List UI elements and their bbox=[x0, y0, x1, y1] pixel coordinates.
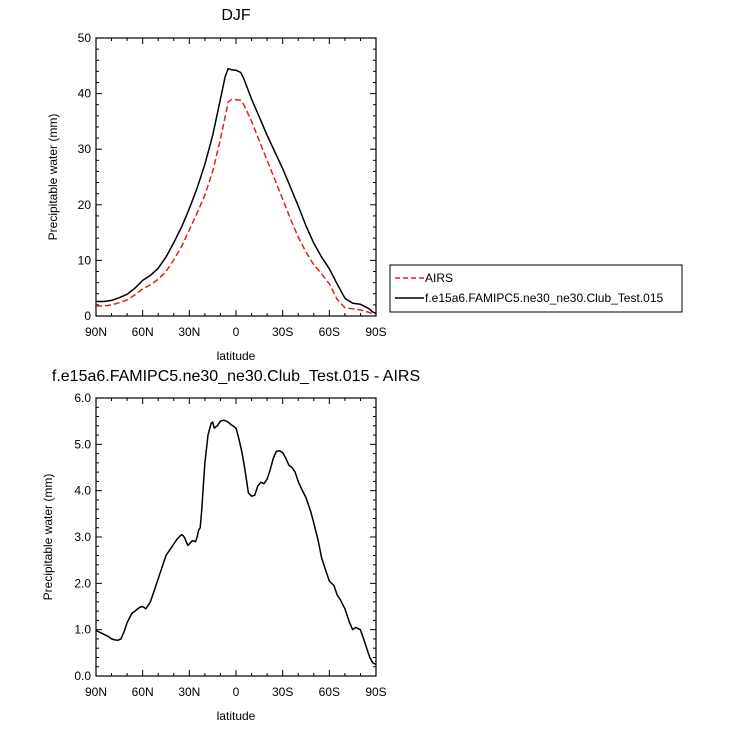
top-x-tick-label: 60N bbox=[132, 325, 154, 339]
top-series-group bbox=[96, 67, 377, 316]
bottom-x-tick-label: 90N bbox=[85, 685, 107, 699]
bottom-y-tick-label: 6.0 bbox=[74, 391, 91, 405]
top-x-tick-label: 90S bbox=[365, 325, 386, 339]
bottom-y-tick-label: 3.0 bbox=[74, 530, 91, 544]
top-x-tick-label: 30N bbox=[178, 325, 200, 339]
top-x-axis-label: latitude bbox=[217, 349, 256, 363]
bottom-x-tick-label: 30N bbox=[178, 685, 200, 699]
top-x-tick-label: 30S bbox=[272, 325, 293, 339]
top-series-line-airs bbox=[96, 98, 377, 316]
legend-airs-label: AIRS bbox=[425, 271, 453, 285]
bottom-x-axis-label: latitude bbox=[217, 709, 256, 723]
bottom-y-tick-label: 0.0 bbox=[74, 669, 91, 683]
top-x-tick-label: 60S bbox=[319, 325, 340, 339]
legend-box bbox=[389, 264, 683, 313]
legend-model-label: f.e15a6.FAMIPC5.ne30_ne30.Club_Test.015 bbox=[425, 291, 663, 305]
bottom-chart-title: f.e15a6.FAMIPC5.ne30_ne30.Club_Test.015 … bbox=[52, 368, 420, 385]
top-y-tick-label: 20 bbox=[78, 198, 92, 212]
top-plot-frame bbox=[95, 37, 377, 317]
bottom-y-tick-label: 1.0 bbox=[74, 623, 91, 637]
bottom-y-tick-label: 2.0 bbox=[74, 576, 91, 590]
bottom-axis-ticks: 90N 60N 30N 0 30S 60S 90S 0.0 1.0 2.0 3.0 4.0 5.0 6.0 bbox=[74, 391, 386, 699]
top-y-axis-label: Precipitable water (mm) bbox=[46, 114, 60, 241]
bottom-y-tick-label: 4.0 bbox=[74, 484, 91, 498]
bottom-series-group bbox=[95, 419, 377, 666]
top-y-tick-label: 50 bbox=[78, 31, 92, 45]
bottom-x-tick-label: 90S bbox=[365, 685, 386, 699]
bottom-x-tick-label: 30S bbox=[272, 685, 293, 699]
top-x-tick-label: 90N bbox=[85, 325, 107, 339]
top-y-tick-label: 40 bbox=[78, 87, 92, 101]
top-panel: DJF 90N 60N 30N 0 30S 60S 90S 0 10 20 30 40 50 latit… bbox=[46, 7, 387, 363]
top-y-tick-label: 10 bbox=[78, 253, 92, 267]
top-chart-title: DJF bbox=[221, 7, 251, 24]
bottom-y-axis-label: Precipitable water (mm) bbox=[41, 474, 55, 601]
bottom-y-tick-label: 5.0 bbox=[74, 437, 91, 451]
bottom-panel: f.e15a6.FAMIPC5.ne30_ne30.Club_Test.015 … bbox=[41, 368, 420, 723]
legend: AIRS f.e15a6.FAMIPC5.ne30_ne30.Club_Test… bbox=[389, 264, 683, 313]
top-y-tick-label: 0 bbox=[84, 309, 91, 323]
top-series-line-model bbox=[96, 67, 377, 314]
bottom-plot-frame bbox=[95, 397, 377, 677]
top-y-tick-label: 30 bbox=[78, 142, 92, 156]
top-x-tick-label: 0 bbox=[233, 325, 240, 339]
bottom-x-tick-label: 0 bbox=[233, 685, 240, 699]
bottom-x-tick-label: 60S bbox=[319, 685, 340, 699]
bottom-x-tick-label: 60N bbox=[132, 685, 154, 699]
bottom-series-line-model bbox=[95, 419, 377, 666]
top-axis-ticks: 90N 60N 30N 0 30S 60S 90S 0 10 20 30 40 50 bbox=[78, 31, 387, 339]
